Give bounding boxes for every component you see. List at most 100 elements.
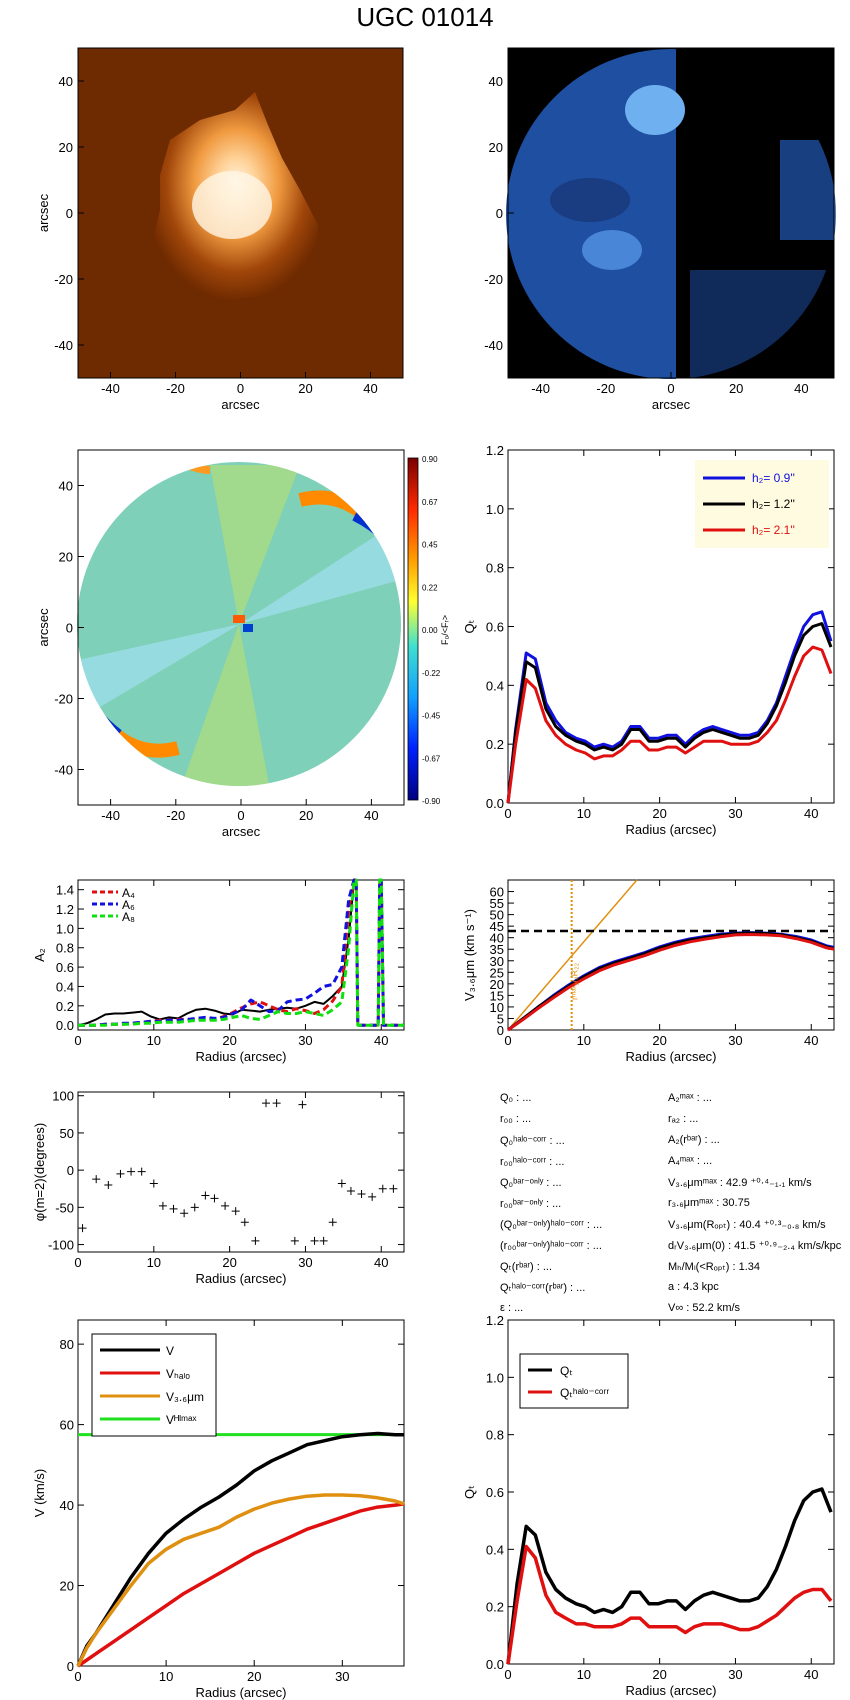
y-axis-label: Qₜ — [462, 619, 477, 633]
tick-label: -100 — [48, 1238, 74, 1253]
tick-label: 0.4 — [56, 979, 74, 994]
tick-label: 20 — [652, 1033, 666, 1048]
colorbar-tick: -0.22 — [422, 669, 441, 678]
x-axis-label: Radius (arcsec) — [195, 1049, 286, 1064]
tick-label: 20 — [222, 1033, 236, 1048]
data-point — [201, 1191, 210, 1200]
map-center-feature — [243, 624, 253, 632]
residual-dark-spot — [550, 178, 630, 222]
legend-label: h₂= 0.9'' — [752, 471, 795, 485]
tick-label: 0 — [74, 1255, 81, 1270]
map-sector — [210, 465, 300, 624]
legend-label: h₂= 2.1'' — [752, 523, 795, 537]
map-sector — [240, 520, 400, 624]
tick-label: 0.6 — [56, 960, 74, 975]
data-point — [240, 1218, 249, 1227]
data-point — [251, 1236, 260, 1245]
tick-label: 30 — [728, 806, 742, 821]
tick-label: 0.6 — [486, 620, 504, 635]
tick-label: -40 — [101, 381, 120, 396]
info-row: Q₀ʰᵃˡᵒ⁻ᶜᵒʳʳ : ... — [500, 1135, 565, 1147]
tick-label: 35 — [490, 942, 504, 957]
info-row: Q₀ᵇᵃʳ⁻ᵒⁿˡʸ : ... — [500, 1177, 562, 1189]
x-axis-label: arcsec — [221, 397, 260, 412]
residual-image-panel — [506, 48, 836, 379]
legend-box — [519, 1353, 629, 1409]
y-axis-label: Qₜ — [462, 1485, 477, 1499]
tick-label: 0 — [74, 1033, 81, 1048]
phase-frame — [77, 1091, 405, 1253]
data-point — [389, 1184, 398, 1193]
data-point — [92, 1175, 101, 1184]
linear-fit-line — [507, 879, 638, 1031]
tick-label: 20 — [59, 550, 73, 565]
legend-label: A₈ — [122, 910, 135, 924]
x-axis-label: Radius (arcsec) — [625, 1683, 716, 1698]
data-point — [262, 1099, 271, 1108]
info-row: V₃.₆μm(Rₒₚₜ) : 40.4 ⁺⁰·³₋₀.₈ km/s — [668, 1219, 826, 1231]
tick-label: 30 — [728, 1033, 742, 1048]
info-row: V₃.₆μmᵐᵃˣ : 42.9 ⁺⁰·⁴₋₁.₁ km/s — [668, 1177, 812, 1189]
tick-label: 1.4 — [56, 883, 74, 898]
y-axis-label: arcsec — [36, 608, 51, 647]
data-point — [221, 1201, 230, 1210]
legend-label: Vᴴᴵᵐᵃˣ — [166, 1413, 196, 1427]
tick-label: 40 — [60, 1498, 74, 1513]
tick-label: 10 — [490, 1000, 504, 1015]
tick-label: 30 — [298, 1033, 312, 1048]
tick-label: 0 — [67, 1659, 74, 1674]
tick-label: 20 — [59, 140, 73, 155]
rmax-annotation: rᵐᵃˣ₁/₄R₂₂ — [570, 962, 580, 1000]
tick-label: 1.2 — [486, 1313, 504, 1328]
tick-label: 50 — [490, 908, 504, 923]
tick-label: 20 — [60, 1579, 74, 1594]
tick-label: 40 — [374, 1255, 388, 1270]
tick-label: 20 — [490, 977, 504, 992]
data-point — [290, 1236, 299, 1245]
data-point — [116, 1169, 125, 1178]
data-point — [127, 1167, 136, 1176]
tick-label: 40 — [363, 381, 377, 396]
force-ratio-map-panel — [77, 449, 419, 806]
x-axis-label: Radius (arcsec) — [195, 1685, 286, 1700]
data-point — [158, 1201, 167, 1210]
info-row: a : 4.3 kpc — [668, 1281, 719, 1293]
tick-label: 0 — [504, 1667, 511, 1682]
info-row: rₐ₂ : ... — [668, 1113, 699, 1125]
x-axis-label: Radius (arcsec) — [195, 1271, 286, 1286]
map-sector — [180, 624, 270, 786]
tick-label: 0.0 — [486, 1657, 504, 1672]
data-point — [310, 1236, 319, 1245]
info-row: (Q₀ᵇᵃʳ⁻ᵒⁿˡʸ)ʰᵃˡᵒ⁻ᶜᵒʳʳ : ... — [500, 1219, 603, 1231]
tick-label: 0 — [74, 1669, 81, 1684]
x-axis-label: arcsec — [652, 397, 691, 412]
tick-label: 40 — [374, 1033, 388, 1048]
colorbar-tick: 0.22 — [422, 583, 438, 592]
tick-label: 50 — [60, 1126, 74, 1141]
tick-label: 1.0 — [486, 502, 504, 517]
data-point — [169, 1204, 178, 1213]
tick-label: 10 — [577, 806, 591, 821]
tick-label: 40 — [804, 1033, 818, 1048]
y-axis-label: V₃.₆μm (km s⁻¹) — [462, 909, 477, 1001]
tick-label: 0.6 — [486, 1485, 504, 1500]
tick-label: 0.4 — [486, 1542, 504, 1557]
tick-label: 0.8 — [56, 941, 74, 956]
tick-label: 10 — [577, 1033, 591, 1048]
info-row: Qₜʰᵃˡᵒ⁻ᶜᵒʳʳ(rᵇᵃʳ) : ... — [500, 1282, 586, 1294]
y-axis-label: V (km/s) — [32, 1469, 47, 1517]
tick-label: 1.2 — [486, 443, 504, 458]
galaxy-core — [192, 171, 272, 239]
figure-title: UGC 01014 — [356, 2, 494, 32]
tick-label: -40 — [101, 808, 120, 823]
info-row: A₂ᵐᵃˣ : ... — [668, 1092, 712, 1104]
residual-spot — [582, 230, 642, 270]
colorbar-tick: -0.90 — [422, 797, 441, 806]
data-point — [190, 1203, 199, 1212]
data-point — [328, 1218, 337, 1227]
tick-label: 20 — [652, 806, 666, 821]
tick-label: -20 — [166, 808, 185, 823]
tick-label: 0 — [67, 1163, 74, 1178]
